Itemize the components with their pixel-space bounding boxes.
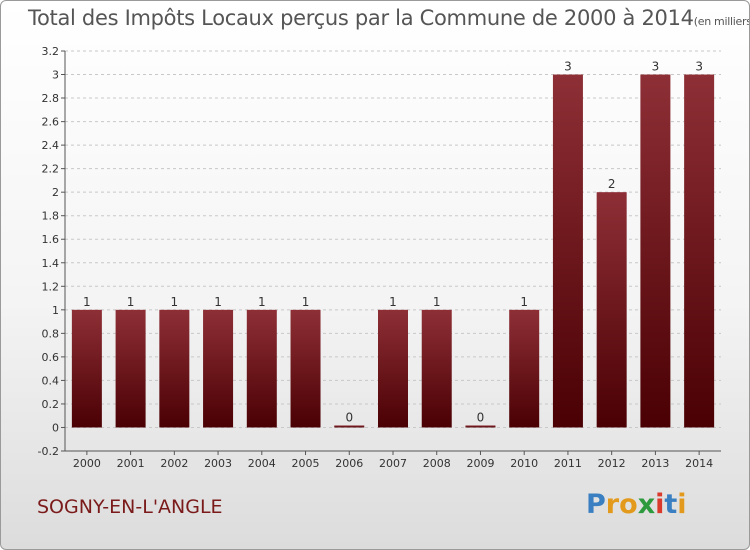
x-tick-label: 2012 (598, 457, 626, 470)
x-tick-label: 2011 (554, 457, 582, 470)
x-tick-label: 2000 (73, 457, 101, 470)
value-label: 1 (83, 295, 91, 309)
y-tick-label: 2.4 (42, 139, 60, 152)
y-tick-label: 0.8 (42, 327, 60, 340)
logo-letter: o (619, 489, 638, 520)
y-tick-label: 2.8 (42, 92, 60, 105)
bar (246, 309, 277, 428)
bar (596, 192, 627, 428)
x-tick-label: 2010 (510, 457, 538, 470)
value-label: 0 (345, 410, 353, 424)
labels: -0.2 0 0.2 0.4 0.6 0.8 1 1.2 1.4 1.6 1.8 2 2.2 2.4 2.6… (38, 45, 714, 470)
x-tick-label: 2006 (335, 457, 363, 470)
value-label: 1 (214, 295, 222, 309)
logo-letter: i (655, 489, 665, 520)
x-tick-label: 2013 (641, 457, 669, 470)
x-tick-label: 2001 (117, 457, 145, 470)
value-label: 3 (564, 60, 572, 74)
bar (509, 309, 540, 428)
x-tick-label: 2003 (204, 457, 232, 470)
x-tick-label: 2008 (423, 457, 451, 470)
chart-title: Total des Impôts Locaux perçus par la Co… (28, 6, 750, 30)
logo-letter: x (637, 489, 656, 520)
bar (684, 74, 715, 428)
value-label: 1 (258, 295, 266, 309)
y-tick-label: 0.2 (42, 398, 60, 411)
value-label: 0 (477, 410, 485, 424)
value-label: 1 (520, 295, 528, 309)
unit-label: (en milliers d'€) (693, 15, 750, 28)
title-text: Total des Impôts Locaux perçus par la Co… (28, 6, 694, 30)
y-tick-label: -0.2 (38, 445, 59, 458)
value-label: 3 (695, 60, 703, 74)
bar (378, 309, 408, 428)
y-tick-label: 3.2 (42, 45, 60, 58)
axes (61, 50, 721, 455)
bars (71, 74, 715, 428)
bar (334, 425, 365, 428)
logo-letter: t (664, 489, 678, 520)
bar (552, 74, 583, 428)
logo-letter: P (586, 489, 606, 520)
y-tick-label: 1.6 (42, 233, 60, 246)
x-tick-label: 2007 (379, 457, 407, 470)
x-tick-label: 2002 (160, 457, 188, 470)
proxiti-logo: Proxiti (586, 489, 687, 520)
bar (640, 74, 671, 428)
y-tick-label: 2.2 (42, 163, 60, 176)
y-tick-label: 1.4 (42, 257, 60, 270)
commune-name: SOGNY-EN-L'ANGLE (37, 496, 223, 518)
x-tick-label: 2009 (466, 457, 494, 470)
y-tick-label: 3 (52, 69, 59, 82)
bar (115, 309, 146, 428)
y-tick-label: 1.8 (42, 210, 60, 223)
x-tick-label: 2014 (685, 457, 713, 470)
logo-letter: i (677, 489, 687, 520)
value-label: 2 (608, 177, 616, 191)
value-label: 1 (433, 295, 441, 309)
y-tick-label: 0.4 (42, 374, 60, 387)
x-tick-label: 2005 (292, 457, 320, 470)
value-label: 3 (652, 60, 660, 74)
y-tick-label: 2 (52, 186, 59, 199)
bar (421, 309, 452, 428)
value-label: 1 (127, 295, 135, 309)
logo-letter: r (605, 489, 620, 520)
value-label: 1 (302, 295, 310, 309)
y-tick-label: 0 (52, 421, 59, 434)
value-label: 1 (171, 295, 179, 309)
x-tick-label: 2004 (248, 457, 276, 470)
value-label: 1 (389, 295, 397, 309)
bar (159, 309, 190, 428)
y-tick-label: 1.2 (42, 280, 60, 293)
y-tick-label: 0.6 (42, 351, 60, 364)
y-tick-label: 1 (52, 304, 59, 317)
bar (465, 425, 496, 428)
bar (290, 309, 321, 428)
bar (71, 309, 102, 428)
y-tick-label: 2.6 (42, 116, 60, 129)
bar (203, 309, 234, 428)
